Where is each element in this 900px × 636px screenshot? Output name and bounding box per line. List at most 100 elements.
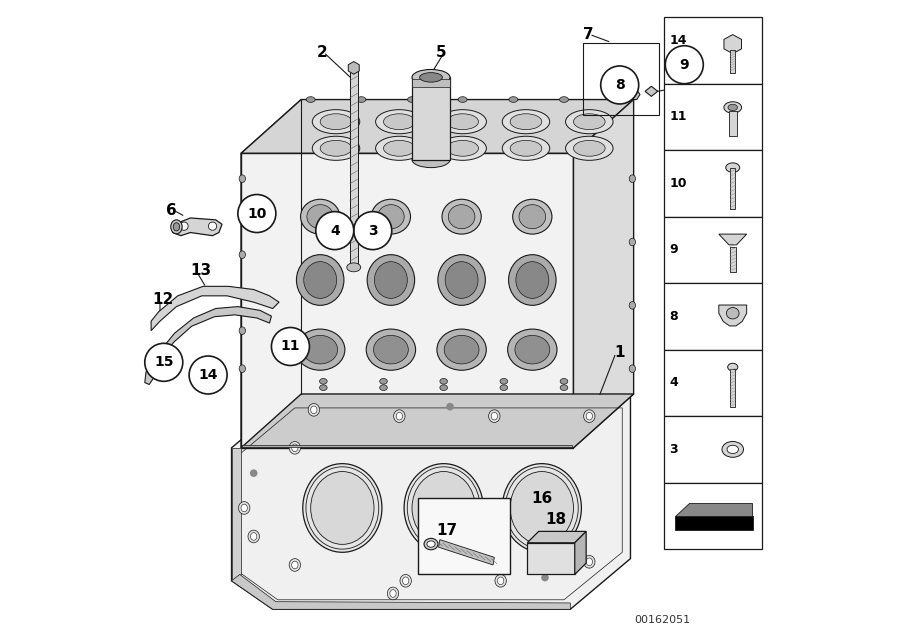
Ellipse shape [419,73,443,82]
Text: 10: 10 [669,177,687,190]
Text: 17: 17 [436,523,457,537]
Bar [664,483,762,549]
Polygon shape [527,532,586,543]
Ellipse shape [296,254,344,305]
Ellipse shape [412,69,450,85]
Ellipse shape [508,329,557,370]
Ellipse shape [565,109,613,134]
Text: 15: 15 [154,356,174,370]
Ellipse shape [380,385,387,391]
Ellipse shape [408,97,417,102]
Bar [730,247,736,272]
Bar [527,543,575,574]
Polygon shape [719,234,747,245]
Ellipse shape [495,574,507,587]
Ellipse shape [320,114,352,130]
Ellipse shape [629,301,635,309]
Text: 6: 6 [166,203,177,218]
Polygon shape [724,34,742,53]
Ellipse shape [279,340,292,354]
Ellipse shape [390,590,396,597]
Ellipse shape [239,365,246,373]
Polygon shape [241,100,634,153]
Ellipse shape [310,406,317,413]
Ellipse shape [378,205,404,229]
Ellipse shape [672,64,697,94]
Polygon shape [241,153,573,448]
Ellipse shape [174,223,180,231]
Ellipse shape [310,471,374,544]
Ellipse shape [565,136,613,160]
Text: 3: 3 [669,443,678,456]
Bar [583,43,659,115]
Ellipse shape [583,555,595,568]
Circle shape [665,46,703,84]
Ellipse shape [383,141,415,156]
Ellipse shape [239,327,246,335]
Text: 7: 7 [583,27,594,42]
Text: 15: 15 [669,53,687,66]
Ellipse shape [380,378,387,384]
Circle shape [238,195,276,233]
Ellipse shape [677,69,692,89]
Polygon shape [231,448,241,581]
Ellipse shape [375,109,423,134]
Bar [730,369,735,407]
Ellipse shape [393,410,405,422]
Polygon shape [241,394,634,448]
Polygon shape [438,539,494,565]
Ellipse shape [239,289,246,296]
Bar [418,499,510,574]
Ellipse shape [458,97,467,102]
Polygon shape [675,503,752,516]
Polygon shape [151,286,279,331]
Text: 4: 4 [330,224,339,238]
Ellipse shape [728,363,738,371]
Ellipse shape [508,97,518,102]
Text: 8: 8 [669,310,678,323]
Circle shape [316,212,354,249]
Text: 3: 3 [368,224,378,238]
Text: 16: 16 [531,491,553,506]
Text: 8: 8 [615,78,625,92]
Text: 2: 2 [317,45,328,60]
Bar [664,283,762,350]
Bar [730,168,735,209]
Ellipse shape [320,378,328,384]
Ellipse shape [171,220,182,234]
Ellipse shape [312,136,360,160]
Ellipse shape [402,577,409,584]
Polygon shape [575,532,586,574]
Ellipse shape [629,175,635,183]
Ellipse shape [728,104,737,111]
Text: 18: 18 [545,512,566,527]
Ellipse shape [519,205,545,229]
Text: 9: 9 [669,244,678,256]
Ellipse shape [573,114,605,130]
Ellipse shape [446,114,479,130]
Ellipse shape [238,502,250,515]
Ellipse shape [445,335,479,364]
Ellipse shape [725,163,740,172]
Polygon shape [241,100,302,448]
Polygon shape [173,218,222,236]
Ellipse shape [516,261,549,298]
Ellipse shape [248,530,259,543]
Bar [729,111,736,136]
Circle shape [250,469,257,477]
Ellipse shape [302,464,382,552]
Ellipse shape [560,385,568,391]
Ellipse shape [303,261,337,298]
Polygon shape [348,62,359,74]
Text: 14: 14 [198,368,218,382]
Text: 14: 14 [669,34,687,48]
Ellipse shape [722,441,743,457]
Ellipse shape [500,378,508,384]
Ellipse shape [346,263,361,272]
Ellipse shape [306,97,315,102]
Ellipse shape [436,329,486,370]
Ellipse shape [308,403,320,416]
Ellipse shape [383,114,415,130]
Ellipse shape [510,114,542,130]
Ellipse shape [312,109,360,134]
